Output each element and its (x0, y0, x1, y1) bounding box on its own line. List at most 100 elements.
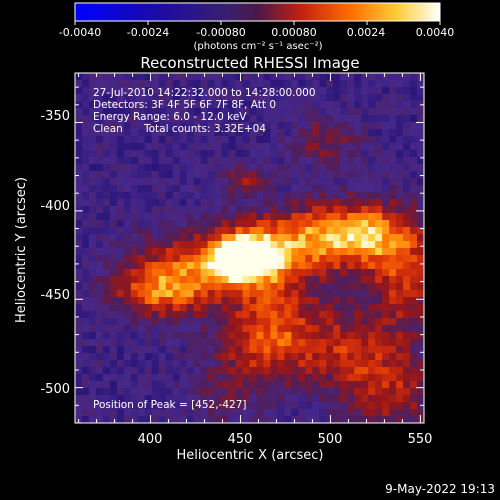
image-pixel (403, 206, 411, 214)
image-pixel (137, 192, 146, 200)
image-pixel (312, 101, 320, 109)
image-pixel (277, 255, 285, 263)
image-pixel (75, 262, 83, 270)
image-pixel (221, 290, 230, 298)
image-pixel (312, 227, 320, 235)
image-pixel (95, 290, 104, 298)
image-pixel (298, 129, 306, 137)
image-pixel (214, 367, 223, 375)
image-pixel (270, 150, 279, 158)
image-pixel (375, 192, 383, 200)
image-pixel (88, 381, 97, 389)
image-pixel (410, 276, 418, 284)
image-pixel (172, 143, 181, 151)
image-pixel (144, 213, 153, 221)
image-pixel (305, 227, 313, 235)
image-pixel (200, 367, 209, 375)
image-pixel (305, 269, 313, 277)
image-pixel (284, 416, 292, 423)
image-pixel (179, 304, 188, 312)
image-pixel (340, 185, 348, 193)
image-pixel (347, 143, 355, 151)
image-pixel (298, 332, 306, 340)
image-pixel (291, 381, 299, 389)
image-pixel (186, 115, 195, 123)
image-pixel (95, 402, 104, 410)
image-pixel (417, 290, 424, 298)
image-pixel (340, 143, 348, 151)
image-pixel (291, 388, 299, 396)
image-pixel (298, 374, 306, 382)
image-pixel (102, 360, 111, 368)
image-pixel (165, 206, 174, 214)
image-pixel (116, 234, 125, 242)
image-pixel (144, 416, 153, 423)
image-pixel (75, 332, 83, 340)
image-pixel (403, 318, 411, 326)
image-pixel (347, 73, 355, 81)
image-pixel (228, 80, 237, 88)
image-pixel (354, 164, 362, 172)
image-pixel (102, 157, 111, 165)
image-pixel (375, 241, 383, 249)
image-pixel (347, 94, 355, 102)
image-pixel (144, 192, 153, 200)
image-pixel (256, 381, 265, 389)
image-pixel (403, 87, 411, 95)
image-pixel (277, 192, 285, 200)
image-pixel (417, 122, 424, 130)
image-pixel (256, 283, 265, 291)
image-pixel (410, 339, 418, 347)
image-pixel (186, 157, 195, 165)
image-pixel (298, 73, 306, 81)
image-pixel (277, 115, 285, 123)
image-pixel (305, 297, 313, 305)
image-pixel (249, 227, 258, 235)
image-pixel (354, 115, 362, 123)
image-pixel (305, 178, 313, 186)
image-pixel (354, 171, 362, 179)
image-pixel (340, 332, 348, 340)
image-pixel (417, 108, 424, 116)
image-pixel (151, 367, 160, 375)
image-pixel (305, 150, 313, 158)
image-pixel (130, 171, 139, 179)
image-pixel (312, 269, 320, 277)
image-pixel (256, 185, 265, 193)
image-pixel (158, 332, 167, 340)
image-pixel (347, 262, 355, 270)
image-pixel (361, 101, 369, 109)
image-pixel (319, 94, 327, 102)
image-pixel (207, 129, 216, 137)
image-pixel (270, 213, 279, 221)
image-pixel (410, 94, 418, 102)
image-pixel (81, 297, 90, 305)
image-pixel (179, 157, 188, 165)
image-pixel (75, 94, 83, 102)
image-pixel (172, 115, 181, 123)
image-pixel (242, 94, 251, 102)
image-pixel (144, 262, 153, 270)
image-pixel (200, 409, 209, 417)
image-pixel (347, 101, 355, 109)
image-pixel (347, 402, 355, 410)
image-pixel (256, 108, 265, 116)
image-pixel (88, 164, 97, 172)
image-pixel (263, 311, 272, 319)
image-pixel (81, 185, 90, 193)
image-pixel (172, 164, 181, 172)
image-pixel (277, 178, 285, 186)
image-pixel (361, 339, 369, 347)
colorbar-tick-label: 0.0040 (416, 26, 455, 39)
image-pixel (235, 262, 244, 270)
image-pixel (102, 87, 111, 95)
image-pixel (81, 220, 90, 228)
image-pixel (319, 339, 327, 347)
image-pixel (228, 374, 237, 382)
image-pixel (319, 276, 327, 284)
image-pixel (417, 332, 424, 340)
image-pixel (347, 178, 355, 186)
image-pixel (172, 367, 181, 375)
image-pixel (256, 199, 265, 207)
image-pixel (284, 150, 292, 158)
